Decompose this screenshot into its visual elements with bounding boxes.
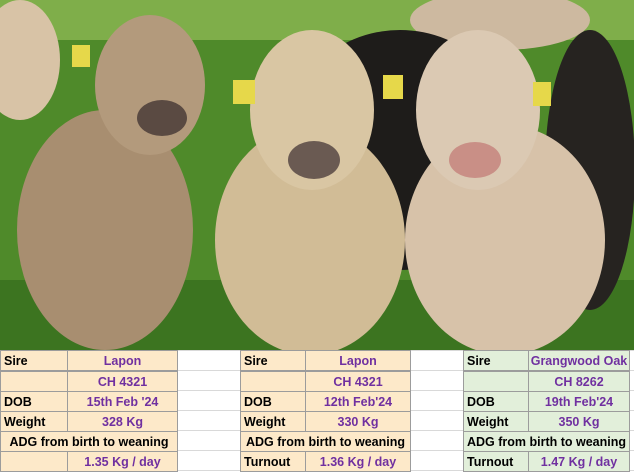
calf-head-1 bbox=[95, 15, 205, 155]
field-label: DOB bbox=[240, 391, 306, 412]
field-value: 350 Kg bbox=[528, 411, 630, 432]
spanning-label: ADG from birth to weaning bbox=[463, 431, 630, 452]
spreadsheet: Sire Lapon CH 4321 DOB 15th Feb '24 Weight 328… bbox=[0, 350, 634, 474]
field-label: Turnout bbox=[463, 451, 529, 472]
field-label bbox=[240, 371, 306, 392]
field-value: 15th Feb '24 bbox=[67, 391, 178, 412]
field-label: Weight bbox=[463, 411, 529, 432]
calf-body-2 bbox=[215, 125, 405, 350]
field-label: DOB bbox=[463, 391, 529, 412]
field-value: Lapon bbox=[67, 350, 178, 371]
field-value: 12th Feb'24 bbox=[305, 391, 411, 412]
field-value: 328 Kg bbox=[67, 411, 178, 432]
spanning-label: ADG from birth to weaning bbox=[240, 431, 411, 452]
field-label bbox=[0, 451, 68, 472]
field-value: CH 4321 bbox=[67, 371, 178, 392]
calf-body-1 bbox=[17, 110, 193, 350]
field-label: Weight bbox=[0, 411, 68, 432]
ear-tag bbox=[233, 80, 255, 104]
field-value: 19th Feb'24 bbox=[528, 391, 630, 412]
field-value: 1.36 Kg / day bbox=[305, 451, 411, 472]
cattle-photo bbox=[0, 0, 634, 350]
ear-tag bbox=[533, 82, 551, 106]
field-value: 1.35 Kg / day bbox=[67, 451, 178, 472]
field-value: CH 8262 bbox=[528, 371, 630, 392]
field-value: CH 4321 bbox=[305, 371, 411, 392]
field-label: Sire bbox=[463, 350, 529, 371]
calf-head-3 bbox=[416, 30, 540, 190]
calf-nose-2 bbox=[288, 141, 340, 179]
spanning-label: ADG from birth to weaning bbox=[0, 431, 178, 452]
field-label: Turnout bbox=[240, 451, 306, 472]
ear-tag bbox=[72, 45, 90, 67]
field-label: Sire bbox=[240, 350, 306, 371]
field-value: Grangwood Oak bbox=[528, 350, 630, 371]
ear-tag bbox=[383, 75, 403, 99]
field-label bbox=[0, 371, 68, 392]
calf-nose-3 bbox=[449, 142, 501, 178]
calf-nose-1 bbox=[137, 100, 187, 136]
field-value: 330 Kg bbox=[305, 411, 411, 432]
calf-head-2 bbox=[250, 30, 374, 190]
field-label: Weight bbox=[240, 411, 306, 432]
field-label bbox=[463, 371, 529, 392]
field-value: 1.47 Kg / day bbox=[528, 451, 630, 472]
field-label: Sire bbox=[0, 350, 68, 371]
cow-left-edge bbox=[0, 0, 60, 120]
field-label: DOB bbox=[0, 391, 68, 412]
field-value: Lapon bbox=[305, 350, 411, 371]
